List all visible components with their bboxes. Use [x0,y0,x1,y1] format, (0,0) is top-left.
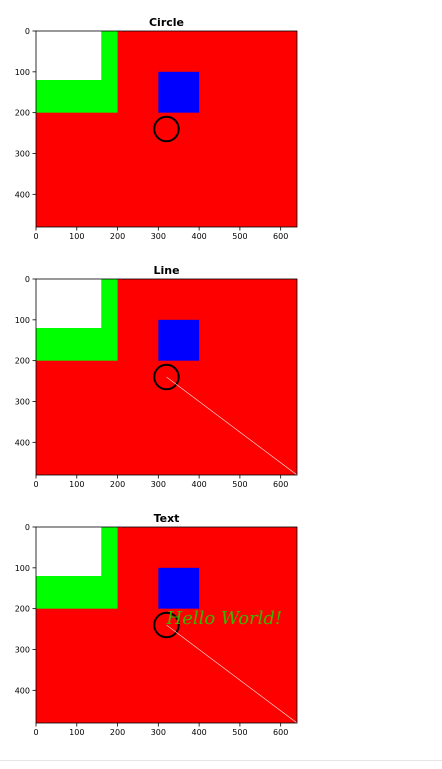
y-tick-label: 200 [15,109,30,118]
y-tick-label: 100 [15,316,30,325]
y-tick-label: 200 [15,357,30,366]
image-area: Hello World! [36,527,297,723]
x-tick-label: 400 [191,480,206,489]
circle-shape [153,363,180,391]
axes-frame [35,526,298,724]
x-tick-label: 0 [33,728,38,737]
y-tick-label: 100 [15,564,30,573]
y-tick-label: 400 [15,190,30,199]
y-tick-label: 400 [15,438,30,447]
x-tick-label: 0 [33,480,38,489]
y-tick-label: 300 [15,150,30,159]
x-tick-label: 200 [110,480,125,489]
rect-0000ff [158,71,200,113]
y-tick-label: 0 [25,27,30,36]
panel-title: Circle [149,16,184,29]
x-tick-label: 600 [273,232,288,241]
image-area [36,279,297,475]
x-tick-label: 300 [151,480,166,489]
rect-0000ff [158,567,200,609]
x-tick-label: 100 [69,728,84,737]
panel-title: Line [153,264,179,277]
panel-circle: Circle 0 100 200 300 400 500 600 0 100 200 300 400 [15,16,298,241]
x-tick-label: 0 [33,232,38,241]
axes-frame [35,278,298,476]
panel-text: Text Hello World! 0 100 200 300 400 500 600 0 100 2… [15,512,298,737]
y-tick-label: 0 [25,275,30,284]
x-tick-label: 600 [273,480,288,489]
panel-line: Line 0 100 200 300 400 500 600 0 100 200 300 400 [15,264,298,489]
x-tick-label: 300 [151,728,166,737]
y-tick-label: 400 [15,686,30,695]
x-tick-label: 100 [69,232,84,241]
hello-world-text: Hello World! [166,608,283,629]
image-area [36,31,297,227]
diagonal-line [166,376,297,475]
x-tick-label: 500 [232,728,247,737]
x-tick-label: 500 [232,480,247,489]
diagonal-line [166,624,297,723]
rect-0000ff [158,319,200,361]
y-tick-label: 300 [15,398,30,407]
x-tick-label: 100 [69,480,84,489]
y-tick-label: 0 [25,523,30,532]
x-tick-label: 200 [110,728,125,737]
x-tick-label: 300 [151,232,166,241]
panel-title: Text [154,512,180,525]
y-tick-label: 300 [15,646,30,655]
y-tick-label: 200 [15,605,30,614]
x-tick-label: 600 [273,728,288,737]
x-tick-label: 400 [191,728,206,737]
rect-ffffff [36,279,102,328]
rect-ffffff [36,31,102,80]
circle-shape [153,115,180,143]
x-tick-label: 200 [110,232,125,241]
bottom-divider [0,760,442,761]
axes-frame [35,30,298,228]
y-tick-label: 100 [15,68,30,77]
x-tick-label: 500 [232,232,247,241]
rect-ffffff [36,527,102,576]
x-tick-label: 400 [191,232,206,241]
circle-shape [153,611,180,639]
